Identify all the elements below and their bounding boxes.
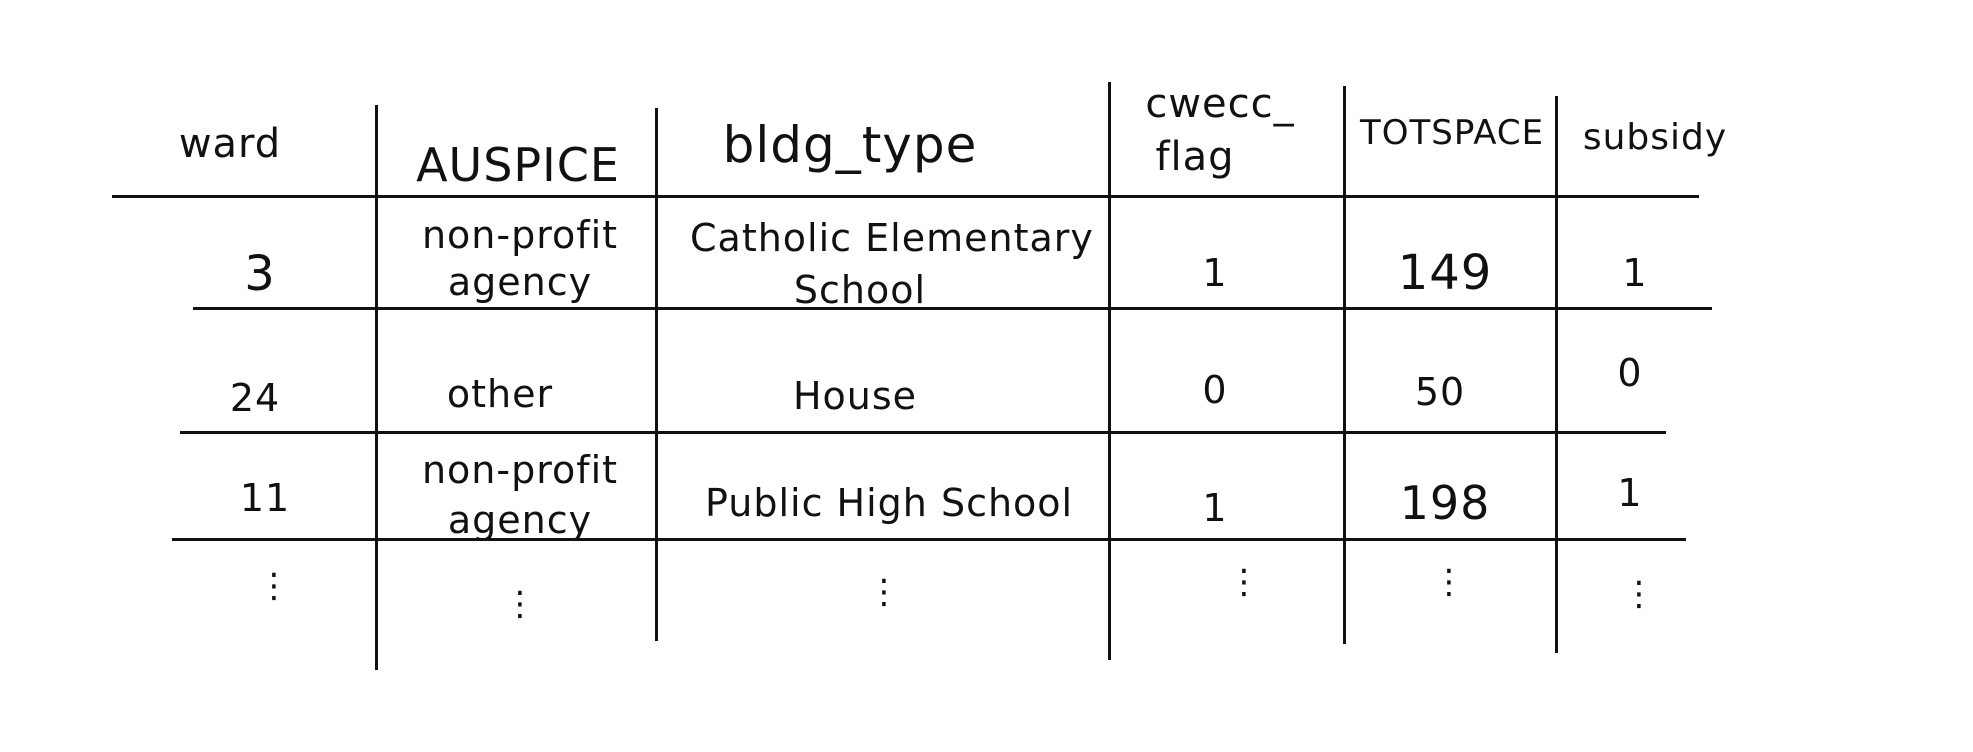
row3-cwecc-flag: 1	[1202, 486, 1228, 530]
row2-subsidy: 0	[1617, 351, 1643, 395]
row3-totspace: 198	[1399, 476, 1491, 530]
row2-ward: 24	[229, 376, 281, 420]
row-divider-1	[193, 307, 1712, 310]
continuation-ward: ⋮	[257, 566, 291, 606]
column-divider-3	[1108, 82, 1111, 660]
row1-cwecc-flag: 1	[1202, 251, 1228, 295]
row3-auspice-line2: agency	[447, 498, 593, 542]
row2-auspice: other	[446, 372, 554, 416]
header-divider	[112, 195, 1699, 198]
continuation-totspace: ⋮	[1432, 562, 1466, 602]
row2-cwecc-flag: 0	[1202, 368, 1228, 412]
row1-auspice-line2: agency	[447, 260, 593, 304]
header-auspice: AUSPICE	[416, 138, 620, 192]
row3-subsidy: 1	[1617, 471, 1643, 515]
continuation-auspice: ⋮	[503, 584, 537, 624]
header-cwecc-flag-line2: flag	[1155, 134, 1235, 180]
row2-bldg-type: House	[792, 374, 918, 418]
row1-auspice-line1: non-profit	[421, 213, 619, 257]
header-subsidy: subsidy	[1582, 117, 1728, 158]
row1-bldg-type-line1: Catholic Elementary	[690, 216, 1094, 260]
continuation-cwecc-flag: ⋮	[1227, 562, 1261, 602]
continuation-bldg-type: ⋮	[867, 572, 901, 612]
row1-ward: 3	[244, 246, 276, 302]
header-cwecc-flag-line1: cwecc_	[1145, 81, 1295, 127]
column-divider-4	[1343, 86, 1346, 644]
row2-totspace: 50	[1414, 370, 1466, 414]
column-divider-2	[655, 108, 658, 641]
row3-auspice-line1: non-profit	[421, 448, 619, 492]
header-ward: ward	[178, 121, 282, 167]
continuation-subsidy: ⋮	[1622, 574, 1656, 614]
row-divider-2	[180, 431, 1666, 434]
header-bldg-type: bldg_type	[722, 116, 978, 174]
header-totspace: TOTSPACE	[1360, 113, 1545, 153]
row1-subsidy: 1	[1622, 251, 1648, 295]
row3-ward: 11	[239, 476, 291, 520]
column-divider-5	[1555, 96, 1558, 653]
row3-bldg-type: Public High School	[705, 481, 1074, 525]
row1-totspace: 149	[1397, 245, 1493, 301]
row1-bldg-type-line2: School	[793, 268, 927, 312]
row-divider-3	[172, 538, 1686, 541]
column-divider-1	[375, 105, 378, 670]
